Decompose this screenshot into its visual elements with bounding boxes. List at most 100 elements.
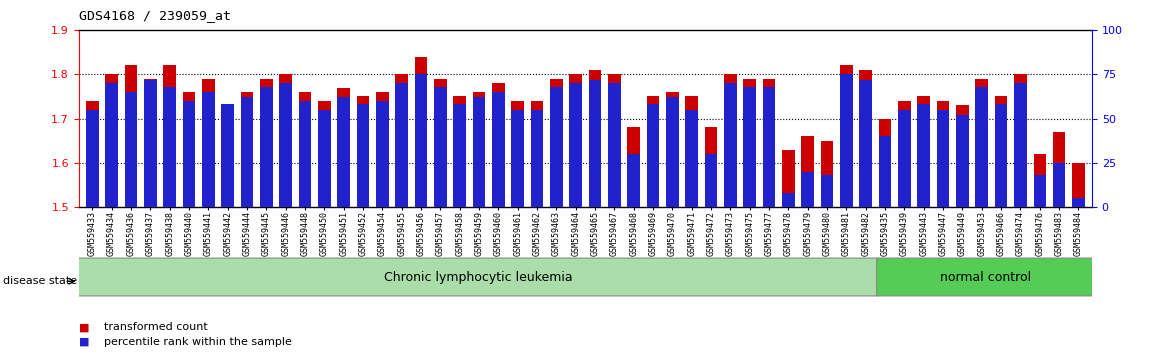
Bar <box>299 92 312 207</box>
Text: ■: ■ <box>79 322 89 332</box>
Bar <box>454 96 466 207</box>
Bar <box>879 136 892 207</box>
Bar <box>550 87 563 207</box>
Bar <box>492 92 505 207</box>
Text: ■: ■ <box>79 337 89 347</box>
Bar <box>859 80 872 207</box>
Bar <box>183 92 196 207</box>
Text: GDS4168 / 239059_at: GDS4168 / 239059_at <box>79 9 230 22</box>
Bar <box>570 74 582 207</box>
Bar <box>299 101 312 207</box>
Bar <box>917 104 930 207</box>
Bar <box>261 87 272 207</box>
Bar <box>221 105 234 207</box>
Bar <box>261 79 272 207</box>
Bar <box>608 74 621 207</box>
Bar <box>782 150 794 207</box>
Bar <box>821 141 834 207</box>
Bar <box>879 119 892 207</box>
Bar <box>415 57 427 207</box>
Bar <box>1053 132 1065 207</box>
Bar <box>705 154 717 207</box>
Bar <box>376 92 389 207</box>
Bar <box>686 110 698 207</box>
Bar <box>144 80 156 207</box>
Bar <box>1053 163 1065 207</box>
Bar <box>917 96 930 207</box>
Bar <box>201 92 214 207</box>
Bar <box>957 105 969 207</box>
Bar <box>859 70 872 207</box>
Bar <box>105 74 118 207</box>
Bar <box>937 110 950 207</box>
Bar <box>743 87 756 207</box>
Bar <box>801 172 814 207</box>
Bar <box>570 83 582 207</box>
Bar <box>1072 163 1085 207</box>
Bar <box>86 101 98 207</box>
Bar <box>221 104 234 207</box>
Bar <box>201 79 214 207</box>
Bar <box>1033 154 1046 207</box>
Bar <box>801 136 814 207</box>
Bar <box>763 79 776 207</box>
Bar <box>492 83 505 207</box>
Bar <box>395 74 408 207</box>
Bar <box>1072 198 1085 207</box>
Bar <box>279 74 292 207</box>
Bar <box>105 83 118 207</box>
Bar <box>975 87 988 207</box>
Bar <box>841 74 852 207</box>
Bar <box>899 110 910 207</box>
Bar <box>724 83 736 207</box>
Bar <box>666 97 679 207</box>
Bar <box>628 154 640 207</box>
Text: disease state: disease state <box>3 276 78 286</box>
Bar <box>1014 83 1027 207</box>
Bar <box>125 65 138 207</box>
Bar <box>588 80 601 207</box>
FancyBboxPatch shape <box>75 258 879 296</box>
Bar <box>743 79 756 207</box>
Bar <box>241 92 254 207</box>
Bar <box>318 110 330 207</box>
Bar <box>395 83 408 207</box>
Bar <box>472 97 485 207</box>
Bar <box>995 104 1007 207</box>
Text: Chronic lymphocytic leukemia: Chronic lymphocytic leukemia <box>384 270 572 284</box>
Text: percentile rank within the sample: percentile rank within the sample <box>104 337 292 347</box>
Bar <box>1014 74 1027 207</box>
Bar <box>357 96 369 207</box>
Bar <box>125 92 138 207</box>
Bar <box>318 101 330 207</box>
Bar <box>975 79 988 207</box>
Bar <box>937 101 950 207</box>
Bar <box>279 83 292 207</box>
Bar <box>163 87 176 207</box>
Bar <box>628 127 640 207</box>
Bar <box>337 88 350 207</box>
Bar <box>1033 175 1046 207</box>
Text: transformed count: transformed count <box>104 322 208 332</box>
Bar <box>144 79 156 207</box>
Bar <box>454 104 466 207</box>
Bar <box>957 115 969 207</box>
Bar <box>376 101 389 207</box>
Bar <box>530 110 543 207</box>
Bar <box>724 74 736 207</box>
Bar <box>86 110 98 207</box>
Bar <box>241 97 254 207</box>
Bar <box>434 79 447 207</box>
Bar <box>588 70 601 207</box>
Bar <box>512 110 523 207</box>
Bar <box>995 96 1007 207</box>
Bar <box>512 101 523 207</box>
Bar <box>686 96 698 207</box>
Bar <box>608 83 621 207</box>
Bar <box>550 79 563 207</box>
Bar <box>357 104 369 207</box>
Bar <box>434 87 447 207</box>
Bar <box>183 101 196 207</box>
Bar <box>530 101 543 207</box>
Bar <box>472 92 485 207</box>
